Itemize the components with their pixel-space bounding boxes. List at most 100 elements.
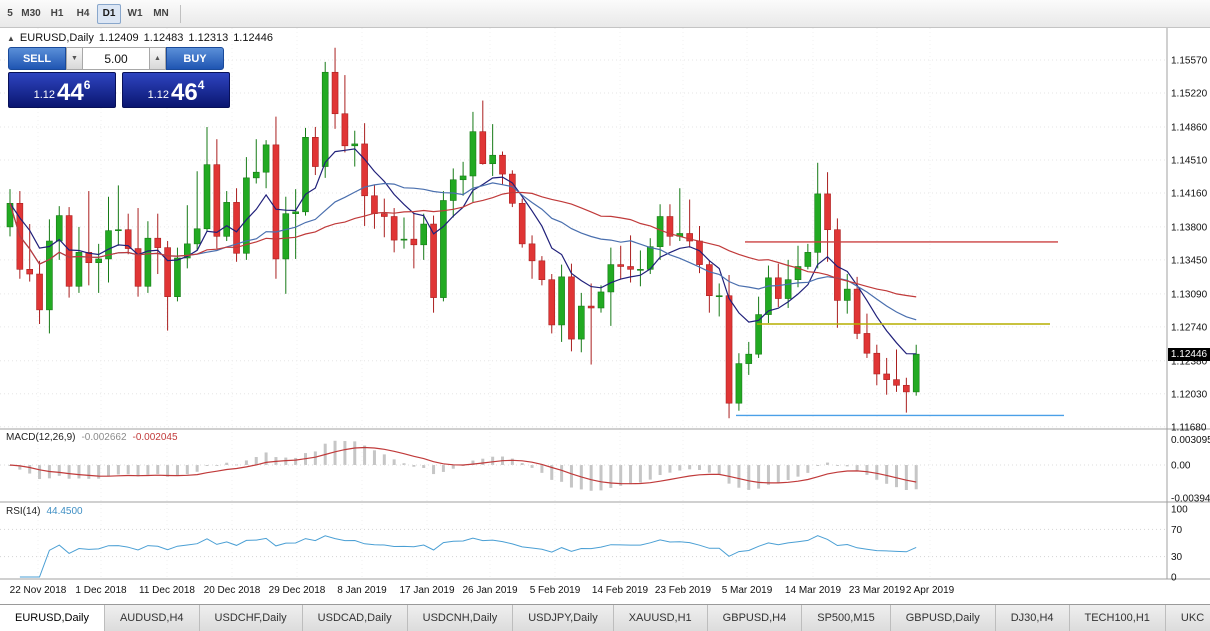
svg-text:2 Apr 2019: 2 Apr 2019 [906, 585, 955, 596]
svg-text:0.00: 0.00 [1171, 461, 1191, 472]
svg-text:17 Jan 2019: 17 Jan 2019 [399, 585, 454, 596]
svg-text:1.12380: 1.12380 [1171, 356, 1208, 367]
chart-tab-dj30-h4[interactable]: DJ30,H4 [995, 605, 1070, 631]
timeframe-button-m30[interactable]: M30 [21, 8, 41, 19]
volume-decrease-button[interactable]: ▼ [66, 47, 83, 70]
timeframe-button-w1[interactable]: W1 [127, 8, 143, 19]
candlestick-series [6, 47, 920, 419]
svg-text:1.13090: 1.13090 [1171, 289, 1208, 300]
chart-background [0, 28, 1210, 604]
svg-text:11 Dec 2018: 11 Dec 2018 [139, 585, 195, 596]
timeframe-button-h4[interactable]: H4 [76, 8, 90, 19]
chart-tab-audusd-h4[interactable]: AUDUSD,H4 [104, 605, 200, 631]
one-click-trading-panel: SELL ▼ 5.00 ▲ BUY 1.12 44 6 1.12 46 4 [8, 47, 230, 108]
panel-separators[interactable] [0, 28, 1210, 580]
ask-price-box[interactable]: 1.12 46 4 [122, 72, 230, 108]
svg-text:1.14160: 1.14160 [1171, 188, 1208, 199]
price-axis-labels[interactable]: 1.15570 1.15220 1.14860 1.14510 1.14160 1.138… [1171, 56, 1208, 434]
svg-text:-0.003947: -0.003947 [1171, 493, 1210, 504]
gridlines [0, 28, 1167, 579]
svg-text:1.13800: 1.13800 [1171, 222, 1208, 233]
moving-average-lines [9, 148, 917, 355]
rsi-line [19, 535, 917, 578]
ohlc-close: 1.12446 [233, 32, 273, 44]
ohlc-open: 1.12409 [98, 32, 139, 44]
chart-tab-sp500-m15[interactable]: SP500,M15 [802, 605, 891, 631]
ohlc-low: 1.12313 [188, 32, 229, 44]
chart-tab-gbpusd-daily[interactable]: GBPUSD,Daily [890, 605, 996, 631]
timeframe-button-mn[interactable]: MN [153, 8, 169, 19]
symbol-header: ▲ EURUSD,Daily 1.12409 1.12483 1.12313 1… [7, 32, 273, 44]
timeframe-button-5[interactable]: 5 [7, 8, 13, 19]
chart-tab-usdjpy-daily[interactable]: USDJPY,Daily [513, 605, 614, 631]
chart-tab-usdcnh-daily[interactable]: USDCNH,Daily [407, 605, 514, 631]
volume-increase-button[interactable]: ▲ [149, 47, 166, 70]
svg-text:23 Feb 2019: 23 Feb 2019 [655, 585, 712, 596]
collapse-arrow-icon[interactable]: ▲ [7, 33, 15, 43]
ohlc-high: 1.12483 [143, 32, 184, 44]
svg-text:1.14510: 1.14510 [1171, 155, 1208, 166]
timeframe-button-h1[interactable]: H1 [50, 8, 64, 19]
chart-tab-bar: EURUSD,Daily AUDUSD,H4 USDCHF,Daily USDCAD,… [0, 604, 1210, 631]
svg-text:14 Feb 2019: 14 Feb 2019 [592, 585, 649, 596]
ask-price-main: 46 [171, 79, 198, 106]
svg-text:1.11680: 1.11680 [1171, 422, 1207, 433]
rsi-indicator-label: RSI(14) 44.4500 [6, 506, 83, 517]
bid-price-main: 44 [57, 79, 84, 106]
bid-price-pip: 6 [83, 78, 91, 92]
svg-text:30: 30 [1171, 552, 1183, 563]
chart-tab-ukc[interactable]: UKC [1165, 605, 1210, 631]
svg-text:1 Dec 2018: 1 Dec 2018 [75, 585, 127, 596]
svg-text:1.12030: 1.12030 [1171, 389, 1208, 400]
ask-price-pip: 4 [197, 78, 205, 92]
svg-text:1.15220: 1.15220 [1171, 89, 1208, 100]
rsi-value: 44.4500 [46, 506, 83, 517]
macd-signal-value: -0.002045 [132, 432, 178, 443]
svg-text:0: 0 [1171, 573, 1177, 584]
svg-text:5 Feb 2019: 5 Feb 2019 [530, 585, 581, 596]
svg-text:5 Mar 2019: 5 Mar 2019 [722, 585, 773, 596]
svg-text:14 Mar 2019: 14 Mar 2019 [785, 585, 842, 596]
chart-tab-gbpusd-h4[interactable]: GBPUSD,H4 [707, 605, 803, 631]
chart-tab-xauusd-h1[interactable]: XAUUSD,H1 [613, 605, 708, 631]
chart-tab-tech100-h1[interactable]: TECH100,H1 [1069, 605, 1166, 631]
macd-signal-line [9, 446, 917, 485]
chart-tab-usdchf-daily[interactable]: USDCHF,Daily [199, 605, 303, 631]
arrow-down-icon: ▼ [71, 55, 78, 62]
timeframe-button-d1[interactable]: D1 [97, 3, 121, 24]
svg-text:1.14860: 1.14860 [1171, 122, 1208, 133]
chart-tab-eurusd-daily[interactable]: EURUSD,Daily [0, 605, 105, 631]
ask-price-prefix: 1.12 [147, 89, 170, 101]
svg-text:26 Jan 2019: 26 Jan 2019 [462, 585, 517, 596]
sell-button[interactable]: SELL [8, 47, 66, 70]
bid-price-box[interactable]: 1.12 44 6 [8, 72, 116, 108]
date-axis-labels[interactable]: 22 Nov 2018 1 Dec 2018 11 Dec 2018 20 Dec 2… [10, 585, 955, 596]
chart-tab-usdcad-daily[interactable]: USDCAD,Daily [302, 605, 408, 631]
horizontal-lines[interactable] [736, 241, 1064, 417]
svg-text:20 Dec 2018: 20 Dec 2018 [204, 585, 261, 596]
macd-title: MACD(12,26,9) [6, 432, 76, 443]
current-price-badge: 1.12446 [1168, 348, 1210, 361]
svg-text:23 Mar 2019: 23 Mar 2019 [849, 585, 906, 596]
svg-text:22 Nov 2018: 22 Nov 2018 [10, 585, 67, 596]
svg-text:1.13450: 1.13450 [1171, 255, 1208, 266]
volume-input[interactable]: 5.00 [83, 47, 149, 70]
rsi-title: RSI(14) [6, 506, 41, 517]
toolbar-separator [180, 4, 181, 23]
buy-button[interactable]: BUY [166, 47, 224, 70]
macd-main-value: -0.002662 [81, 432, 127, 443]
svg-text:1.15570: 1.15570 [1171, 56, 1208, 67]
macd-indicator-label: MACD(12,26,9) -0.002662 -0.002045 [6, 432, 178, 443]
svg-text:100: 100 [1171, 505, 1188, 516]
macd-axis-labels: 0.003095 0.00 -0.003947 [1171, 435, 1210, 504]
timeframe-toolbar: 5 M30 H1 H4 D1 W1 MN [0, 0, 1210, 28]
svg-text:29 Dec 2018: 29 Dec 2018 [269, 585, 326, 596]
svg-text:0.003095: 0.003095 [1171, 435, 1210, 446]
svg-text:8 Jan 2019: 8 Jan 2019 [337, 585, 387, 596]
rsi-axis-labels: 100 70 30 0 [1171, 505, 1188, 584]
bid-price-prefix: 1.12 [33, 89, 56, 101]
symbol-label: EURUSD,Daily [19, 32, 94, 44]
svg-text:1.12740: 1.12740 [1171, 322, 1208, 333]
